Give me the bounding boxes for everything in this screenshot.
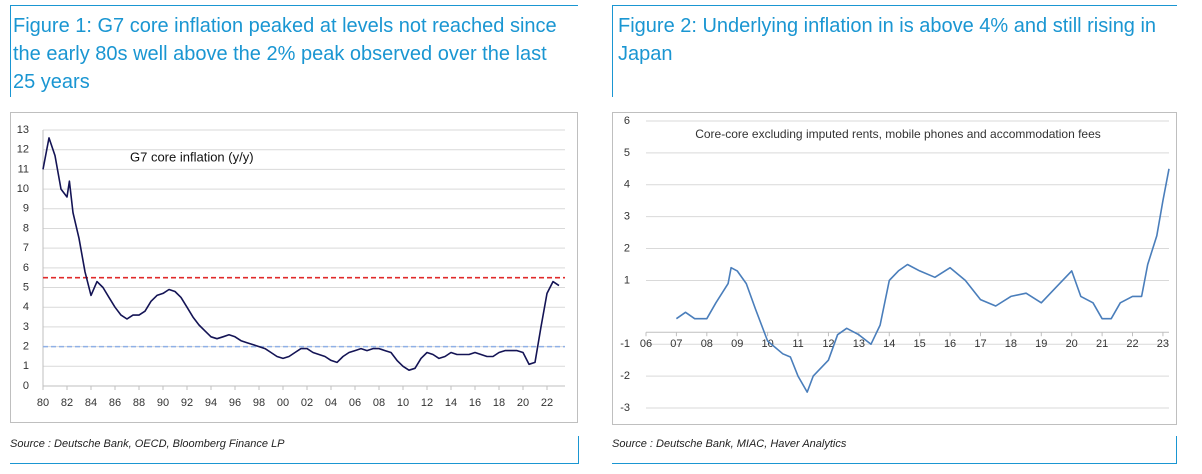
y-tick-label: -2 (620, 370, 630, 382)
x-tick-label: 20 (1066, 338, 1078, 350)
y-tick-label: 3 (23, 321, 29, 333)
series-line (42, 137, 560, 371)
y-tick-label: 6 (624, 115, 630, 127)
title-rule (10, 5, 578, 6)
y-tick-label: 13 (17, 124, 29, 136)
x-tick-label: 23 (1157, 338, 1169, 350)
x-tick-label: 11 (792, 338, 803, 350)
x-tick-label: 18 (493, 397, 505, 409)
y-tick-label: 5 (23, 281, 29, 293)
y-tick-label: 1 (624, 274, 630, 286)
x-tick-label: 90 (157, 397, 169, 409)
y-tick-label: 2 (23, 341, 29, 353)
x-tick-label: 04 (325, 397, 337, 409)
x-tick-label: 92 (181, 397, 193, 409)
x-tick-label: 98 (253, 397, 265, 409)
x-tick-label: 16 (469, 397, 481, 409)
annotation: Core-core excluding imputed rents, mobil… (695, 127, 1101, 141)
footer-rule (1176, 436, 1177, 464)
x-tick-label: 09 (731, 338, 743, 350)
y-tick-label: -1 (620, 338, 630, 350)
footer-rule (612, 463, 1177, 464)
source: Source : Deutsche Bank, MIAC, Haver Anal… (612, 438, 847, 450)
y-tick-label: 7 (23, 242, 29, 254)
x-tick-label: 14 (883, 338, 895, 350)
title-rule (612, 5, 613, 97)
y-tick-label: 8 (23, 222, 29, 234)
x-tick-label: 07 (670, 338, 682, 350)
footer-rule (10, 463, 578, 464)
x-tick-label: 84 (85, 397, 97, 409)
x-tick-label: 10 (397, 397, 409, 409)
x-tick-label: 94 (205, 397, 217, 409)
y-tick-label: 6 (23, 262, 29, 274)
x-tick-label: 19 (1035, 338, 1047, 350)
x-tick-label: 00 (277, 397, 289, 409)
y-tick-label: 2 (624, 242, 630, 254)
y-tick-label: 12 (17, 144, 29, 156)
y-tick-label: 4 (23, 301, 29, 313)
annotation: G7 core inflation (y/y) (130, 149, 254, 164)
x-tick-label: 08 (373, 397, 385, 409)
x-tick-label: 14 (445, 397, 457, 409)
x-tick-label: 12 (822, 338, 834, 350)
x-tick-label: 02 (301, 397, 313, 409)
x-tick-label: 13 (853, 338, 865, 350)
figure-title: Figure 2: Underlying inflation in is abo… (618, 15, 1157, 65)
x-tick-label: 21 (1096, 338, 1108, 350)
x-tick-label: 12 (421, 397, 433, 409)
x-tick-label: 22 (541, 397, 553, 409)
chart-frame (10, 112, 578, 423)
x-tick-label: 10 (762, 338, 774, 350)
x-tick-label: 86 (109, 397, 121, 409)
x-tick-label: 08 (701, 338, 713, 350)
x-tick-label: 88 (133, 397, 145, 409)
y-tick-label: 4 (624, 179, 630, 191)
y-tick-label: 11 (18, 163, 29, 175)
figure-title: Figure 1: G7 core inflation peaked at le… (13, 15, 557, 93)
x-tick-label: 96 (229, 397, 241, 409)
y-tick-label: -3 (620, 402, 630, 414)
y-tick-label: 0 (23, 380, 29, 392)
chart-frame (612, 112, 1177, 425)
series-line (675, 168, 1170, 393)
y-tick-label: 3 (624, 211, 630, 223)
y-tick-label: 10 (17, 183, 29, 195)
x-tick-label: 16 (944, 338, 956, 350)
source: Source : Deutsche Bank, OECD, Bloomberg … (10, 438, 285, 450)
x-tick-label: 17 (974, 338, 986, 350)
x-tick-label: 15 (914, 338, 926, 350)
y-tick-label: 9 (23, 203, 29, 215)
y-tick-label: 1 (23, 360, 29, 372)
x-tick-label: 22 (1126, 338, 1138, 350)
x-tick-label: 18 (1005, 338, 1017, 350)
x-tick-label: 06 (349, 397, 361, 409)
title-rule (10, 5, 11, 97)
title-rule (612, 5, 1177, 6)
x-tick-label: 06 (640, 338, 652, 350)
footer-rule (578, 436, 579, 464)
x-tick-label: 82 (61, 397, 73, 409)
x-tick-label: 20 (517, 397, 529, 409)
x-tick-label: 80 (37, 397, 49, 409)
y-tick-label: 5 (624, 147, 630, 159)
